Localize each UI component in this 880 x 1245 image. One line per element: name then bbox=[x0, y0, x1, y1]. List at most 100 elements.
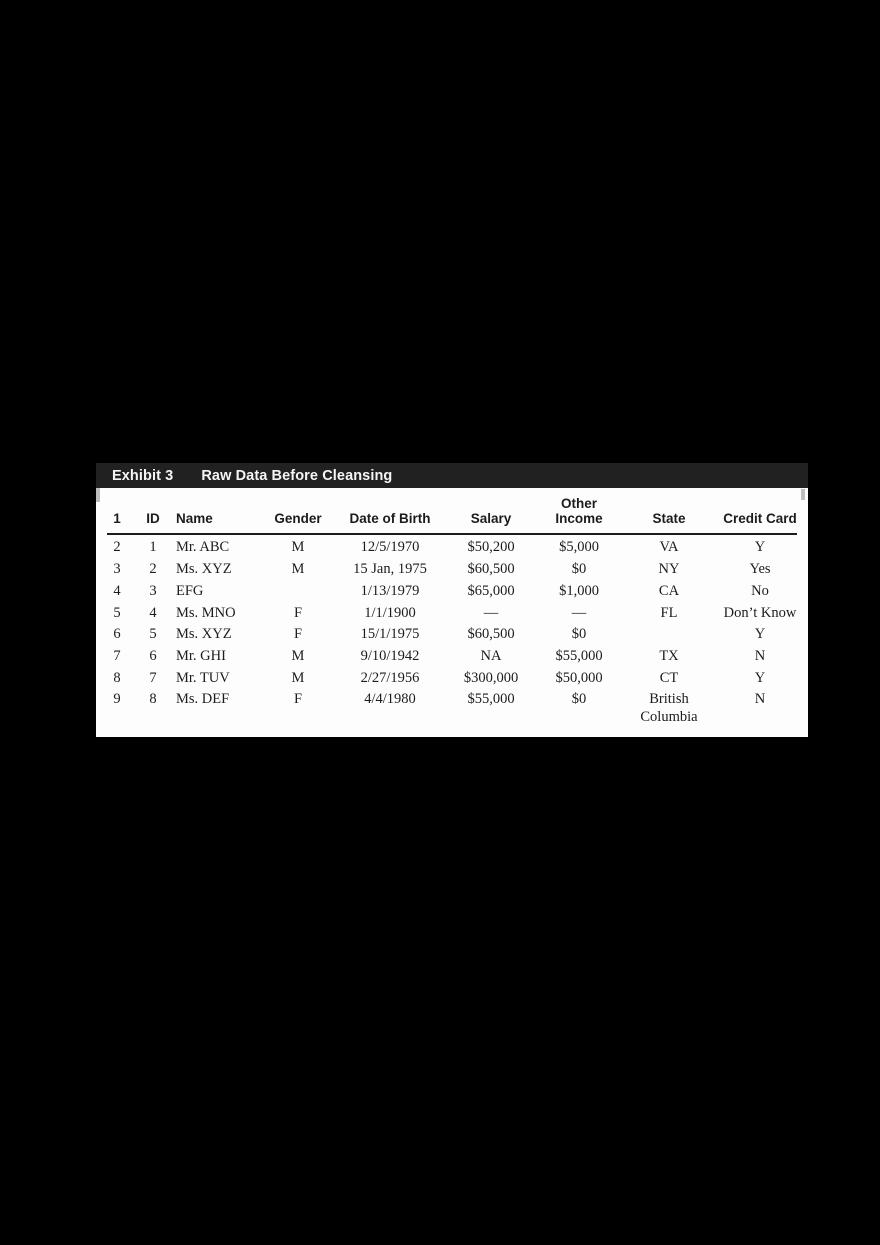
table-cell: Ms. XYZ bbox=[176, 626, 232, 643]
table-cell: 15 Jan, 1975 bbox=[353, 561, 427, 578]
table-cell: $0 bbox=[571, 691, 587, 708]
exhibit-title: Raw Data Before Cleansing bbox=[201, 467, 393, 484]
table-cell: F bbox=[293, 626, 303, 643]
column-header: Name bbox=[176, 510, 213, 526]
table-row: 5 4 Ms. MNO F 1/1/1900 — — FL Don’t Know bbox=[96, 603, 808, 625]
exhibit-label: Exhibit 3 bbox=[112, 467, 174, 484]
table-cell: 15/1/1975 bbox=[360, 626, 420, 643]
table-cell: Ms. DEF bbox=[176, 691, 230, 708]
table-cell: FL bbox=[660, 604, 678, 621]
table-cell: $1,000 bbox=[559, 582, 599, 599]
table-cell: 9 bbox=[113, 691, 121, 708]
column-header: ID bbox=[146, 510, 160, 526]
table-cell: $50,000 bbox=[555, 669, 603, 686]
table-cell: F bbox=[293, 691, 303, 708]
table-cell: 8 bbox=[149, 691, 157, 708]
table-cell: 6 bbox=[113, 626, 121, 643]
table-row: 1 ID Name Gender Date of Birth Salary Other In… bbox=[96, 488, 808, 533]
table-cell: M bbox=[291, 647, 305, 664]
column-header: State bbox=[652, 510, 686, 526]
column-header: Date of Birth bbox=[349, 510, 431, 526]
table-cell: $300,000 bbox=[463, 669, 519, 686]
exhibit-container: Exhibit 3 Raw Data Before Cleansing 1 ID N… bbox=[96, 463, 808, 737]
table-cell: 2 bbox=[113, 539, 121, 556]
exhibit-titlebar: Exhibit 3 Raw Data Before Cleansing bbox=[96, 463, 808, 488]
table-cell: CA bbox=[658, 582, 680, 599]
table-cell: TX bbox=[659, 647, 679, 664]
table-cell: Mr. TUV bbox=[176, 669, 230, 686]
table-cell: M bbox=[291, 539, 305, 556]
table-row: 9 8 Ms. DEF F 4/4/1980 $55,000 $0 British Colum… bbox=[96, 689, 808, 726]
table-row: 6 5 Ms. XYZ F 15/1/1975 $60,500 $0 Y bbox=[96, 624, 808, 646]
table-row: 8 7 Mr. TUV M 2/27/1956 $300,000 $50,000 CT Y bbox=[96, 668, 808, 690]
table-cell: N bbox=[754, 691, 766, 708]
table-cell: $50,200 bbox=[467, 539, 515, 556]
table-cell: 1 bbox=[149, 539, 157, 556]
table-cell: NY bbox=[658, 561, 680, 578]
table-cell: Mr. GHI bbox=[176, 647, 226, 664]
table-cell: 4/4/1980 bbox=[364, 691, 416, 708]
table-cell: 3 bbox=[149, 582, 157, 599]
table-cell: M bbox=[291, 669, 305, 686]
table-cell: 2/27/1956 bbox=[360, 669, 420, 686]
table-cell: NA bbox=[480, 647, 502, 664]
table-cell: $55,000 bbox=[555, 647, 603, 664]
table-cell: $60,500 bbox=[467, 626, 515, 643]
table-cell: 5 bbox=[113, 604, 121, 621]
table-cell: 5 bbox=[149, 626, 157, 643]
table-cell: 2 bbox=[149, 561, 157, 578]
column-header: Gender bbox=[274, 510, 322, 526]
table-cell: 4 bbox=[149, 604, 157, 621]
table-cell bbox=[266, 581, 330, 603]
table-cell: 6 bbox=[149, 647, 157, 664]
table-cell: $5,000 bbox=[559, 539, 599, 556]
table-cell: Y bbox=[754, 539, 766, 556]
table-cell: Y bbox=[754, 669, 766, 686]
table-cell: Ms. XYZ bbox=[176, 561, 232, 578]
table-cell: — bbox=[483, 604, 499, 621]
table-cell: $0 bbox=[571, 561, 587, 578]
table-cell: Yes bbox=[749, 561, 771, 578]
column-header: Salary bbox=[470, 510, 512, 526]
column-header: Other Income bbox=[555, 496, 603, 526]
table-cell: $0 bbox=[571, 626, 587, 643]
table-cell: Ms. MNO bbox=[176, 604, 236, 621]
table-cell bbox=[626, 624, 712, 646]
table-cell: EFG bbox=[176, 582, 204, 599]
table-cell: — bbox=[571, 604, 587, 621]
table-cell: $55,000 bbox=[467, 691, 515, 708]
column-header: Credit Card bbox=[723, 510, 797, 526]
table-cell: VA bbox=[659, 539, 679, 556]
table-cell: Y bbox=[754, 626, 766, 643]
header-rule bbox=[107, 533, 797, 536]
table-row: 7 6 Mr. GHI M 9/10/1942 NA $55,000 TX N bbox=[96, 646, 808, 668]
table-row: 2 1 Mr. ABC M 12/5/1970 $50,200 $5,000 VA Y bbox=[96, 537, 808, 559]
table-cell: 3 bbox=[113, 561, 121, 578]
table-cell: Don’t Know bbox=[723, 604, 797, 621]
column-header: 1 bbox=[113, 510, 121, 526]
table-body: 2 1 Mr. ABC M 12/5/1970 $50,200 $5,000 VA Y 3 2 Ms.… bbox=[96, 535, 808, 726]
table-header: 1 ID Name Gender Date of Birth Salary Other In… bbox=[96, 488, 808, 533]
table-cell: $65,000 bbox=[467, 582, 515, 599]
table-cell: 4 bbox=[113, 582, 121, 599]
table-cell: $60,500 bbox=[467, 561, 515, 578]
table-cell: F bbox=[293, 604, 303, 621]
table-cell: N bbox=[754, 647, 766, 664]
table-cell: 1/1/1900 bbox=[364, 604, 416, 621]
exhibit-panel: 1 ID Name Gender Date of Birth Salary Other In… bbox=[96, 488, 808, 737]
table-cell: 7 bbox=[149, 669, 157, 686]
table-cell: Mr. ABC bbox=[176, 539, 230, 556]
table-cell: British Columbia bbox=[640, 691, 698, 725]
table-cell: 9/10/1942 bbox=[360, 647, 420, 664]
table-row: 4 3 EFG 1/13/1979 $65,000 $1,000 CA No bbox=[96, 581, 808, 603]
table-cell: No bbox=[751, 582, 769, 599]
table-cell: 1/13/1979 bbox=[360, 582, 420, 599]
table-cell: CT bbox=[659, 669, 679, 686]
table-cell: 7 bbox=[113, 647, 121, 664]
table-cell: 8 bbox=[113, 669, 121, 686]
table-cell: 12/5/1970 bbox=[360, 539, 420, 556]
table-cell: M bbox=[291, 561, 305, 578]
scan-artifact-right bbox=[801, 489, 805, 500]
scan-artifact-left bbox=[96, 488, 100, 502]
